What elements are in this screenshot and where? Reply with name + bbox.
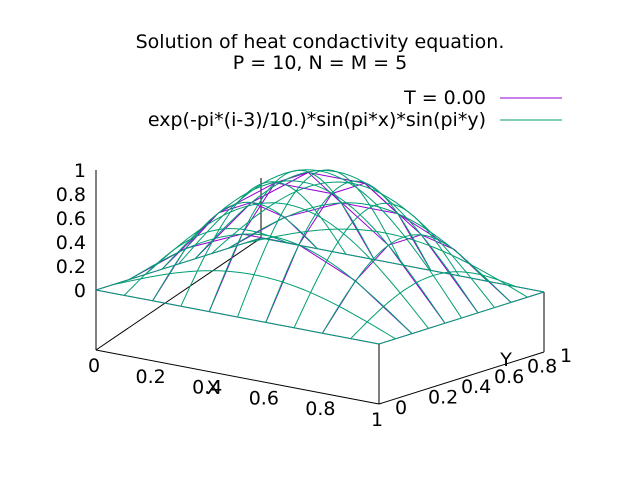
mesh-line — [161, 180, 446, 324]
y-tick-label: 0.4 — [461, 376, 491, 398]
x-tick-label: 0.8 — [305, 398, 335, 420]
mesh-line — [227, 202, 512, 303]
x-axis-line — [95, 349, 380, 405]
x-tick-label: 0.2 — [135, 366, 165, 388]
mesh-line — [265, 180, 432, 323]
surface-series-2 — [95, 169, 545, 345]
legend-label-series-1: T = 0.00 — [403, 87, 486, 109]
y-axis-label: Y — [499, 349, 512, 371]
mesh-line — [128, 233, 413, 334]
mesh-line — [194, 171, 479, 314]
mesh-line — [95, 289, 380, 345]
mesh-line — [128, 233, 413, 334]
mesh-line — [244, 228, 528, 298]
y-tick-label: 1 — [560, 345, 572, 367]
mesh-line — [145, 202, 429, 329]
mesh-line — [161, 182, 446, 324]
legend: T = 0.00 exp(-pi*(i-3)/10.)*sin(pi*x)*si… — [148, 87, 562, 131]
z-tick-label: 1 — [74, 160, 86, 182]
y-axis-line — [378, 351, 545, 405]
x-axis-label: X — [206, 377, 219, 399]
chart-title-line1: Solution of heat condactivity equation. — [136, 31, 505, 53]
mesh-line — [321, 234, 488, 334]
tick-labels: 00.20.40.60.810 0.2 0.4 0.6 0.8 10 0.2 0.4 0.6 0.… — [56, 160, 572, 431]
mesh-line — [227, 202, 512, 303]
z-tick-label: 0.4 — [56, 232, 86, 254]
y-tick-label: 0 — [395, 397, 407, 419]
mesh-line — [112, 270, 396, 340]
mesh-line — [321, 234, 488, 334]
y-tick-label: 0.2 — [428, 387, 458, 409]
z-tick-label: 0 — [74, 280, 86, 302]
x-tick-label: 1 — [371, 409, 383, 431]
mesh-line — [194, 169, 479, 314]
legend-label-series-2: exp(-pi*(i-3)/10.)*sin(pi*x)*sin(pi*y) — [148, 109, 486, 131]
box-edge-diagonal — [95, 237, 262, 351]
x-tick-label: 0 — [88, 355, 100, 377]
z-tick-label: 0.8 — [56, 184, 86, 206]
chart-title-line2: P = 10, N = M = 5 — [233, 52, 407, 74]
axes — [95, 170, 545, 405]
x-tick-label: 0.6 — [249, 387, 279, 409]
z-tick-label: 0.2 — [56, 256, 86, 278]
x-tick-label: 0.4 — [192, 377, 222, 399]
z-tick-label: 0.6 — [56, 208, 86, 230]
mesh-line — [260, 237, 545, 293]
mesh-line — [211, 181, 495, 308]
mesh-line — [178, 169, 462, 319]
y-tick-label: 0.6 — [494, 366, 524, 388]
y-tick-label: 0.8 — [527, 355, 557, 377]
